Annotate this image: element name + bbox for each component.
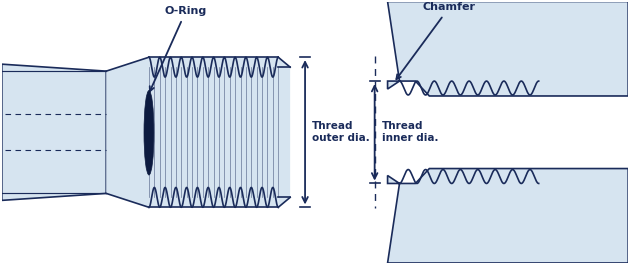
Polygon shape	[387, 2, 628, 96]
Polygon shape	[387, 169, 628, 263]
Polygon shape	[106, 57, 149, 207]
Text: O-Ring: O-Ring	[150, 6, 207, 91]
Ellipse shape	[144, 90, 154, 175]
Text: Thread
inner dia.: Thread inner dia.	[382, 122, 438, 143]
Text: Thread
outer dia.: Thread outer dia.	[312, 122, 370, 143]
Polygon shape	[278, 57, 290, 207]
Bar	[149, 57, 278, 207]
Text: Chamfer: Chamfer	[396, 2, 476, 79]
Polygon shape	[2, 64, 106, 200]
